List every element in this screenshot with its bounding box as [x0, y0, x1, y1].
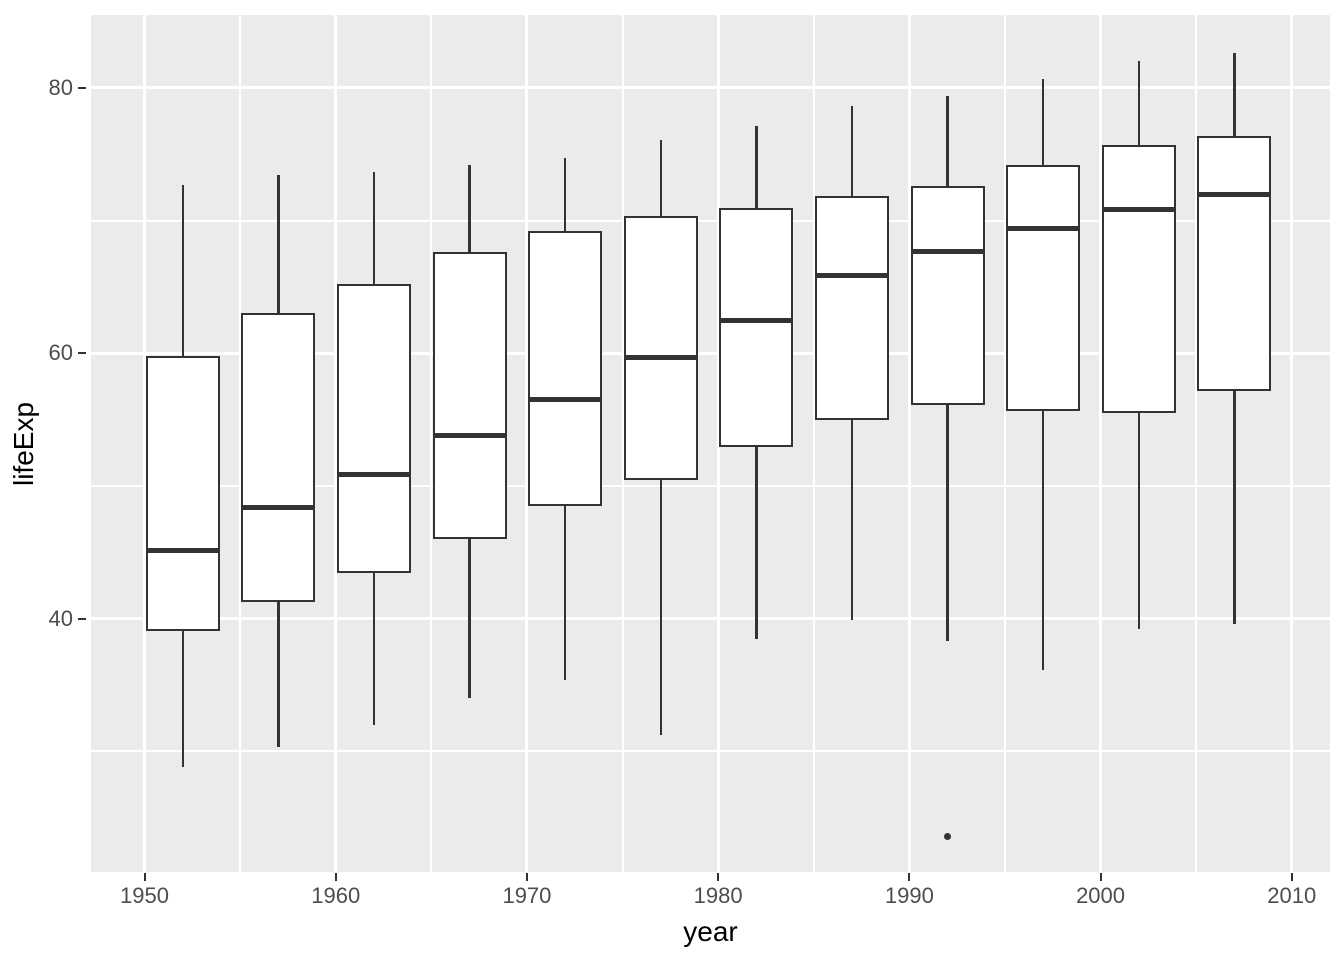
x-gridline-minor — [1195, 15, 1198, 872]
y-gridline-major — [91, 86, 1330, 90]
y-gridline-minor — [91, 219, 1330, 222]
x-gridline-major — [907, 15, 911, 872]
whisker-lower-1962 — [372, 572, 376, 725]
x-gridline-minor — [812, 15, 815, 872]
whisker-upper-1962 — [372, 171, 376, 284]
whisker-lower-1987 — [850, 420, 854, 620]
box-2007 — [1197, 135, 1272, 391]
whisker-upper-1977 — [659, 139, 663, 216]
x-tick-label: 2010 — [1267, 883, 1317, 908]
x-gridline-major — [716, 15, 720, 872]
box-1997 — [1006, 165, 1081, 412]
whisker-lower-2002 — [1137, 412, 1141, 630]
whisker-lower-1977 — [659, 479, 663, 736]
whisker-upper-1972 — [563, 158, 567, 231]
y-gridline-major — [91, 351, 1330, 355]
box-2002 — [1101, 145, 1176, 413]
y-tick-mark — [78, 617, 86, 620]
x-tick-label: 1960 — [311, 883, 361, 908]
median-line-2002 — [1101, 207, 1176, 213]
whisker-upper-1987 — [850, 105, 854, 196]
x-gridline-minor — [239, 15, 242, 872]
median-line-1952 — [145, 547, 220, 553]
x-tick-mark — [717, 873, 720, 881]
x-tick-label: 1980 — [693, 883, 743, 908]
box-1982 — [719, 208, 794, 447]
median-line-1997 — [1006, 226, 1081, 232]
median-line-1972 — [528, 396, 603, 402]
whisker-lower-1972 — [563, 505, 567, 680]
x-gridline-major — [1099, 15, 1103, 872]
x-gridline-minor — [1003, 15, 1006, 872]
whisker-lower-2007 — [1233, 390, 1236, 624]
x-tick-mark — [908, 873, 911, 881]
x-tick-label: 1970 — [502, 883, 552, 908]
x-tick-label: 1990 — [884, 883, 934, 908]
whisker-upper-2007 — [1233, 53, 1236, 136]
y-tick-label: 60 — [48, 340, 73, 366]
box-1977 — [623, 215, 698, 480]
median-line-1982 — [719, 318, 794, 324]
y-gridline-minor — [91, 484, 1330, 487]
median-line-1957 — [241, 505, 316, 511]
box-1992 — [910, 186, 985, 405]
x-tick-mark — [1290, 873, 1293, 881]
x-tick-mark — [143, 873, 146, 881]
box-1962 — [336, 283, 411, 573]
y-axis-title: lifeExp — [8, 401, 39, 486]
whisker-upper-2002 — [1137, 61, 1141, 145]
y-gridline-minor — [91, 750, 1330, 753]
x-gridline-major — [334, 15, 338, 872]
x-gridline-major — [1290, 15, 1294, 872]
x-tick-label: 2000 — [1076, 883, 1126, 908]
median-line-1977 — [623, 355, 698, 361]
whisker-upper-1992 — [946, 96, 949, 187]
x-gridline-minor — [621, 15, 624, 872]
box-1972 — [528, 230, 603, 506]
whisker-upper-1997 — [1041, 78, 1045, 166]
y-gridline-major — [91, 617, 1330, 621]
median-line-1992 — [910, 248, 985, 254]
x-gridline-major — [143, 15, 147, 872]
whisker-lower-1952 — [181, 631, 185, 768]
box-1957 — [241, 313, 316, 603]
box-1952 — [145, 356, 220, 632]
x-gridline-major — [525, 15, 529, 872]
median-line-2007 — [1197, 192, 1272, 198]
median-line-1967 — [432, 432, 507, 438]
x-axis-title: year — [683, 916, 738, 947]
x-tick-mark — [525, 873, 528, 881]
x-tick-mark — [1099, 873, 1102, 881]
whisker-upper-1957 — [277, 174, 280, 314]
whisker-lower-1982 — [755, 446, 758, 640]
box-1987 — [814, 195, 889, 421]
whisker-lower-1967 — [468, 538, 471, 698]
whisker-lower-1957 — [277, 602, 280, 747]
median-line-1962 — [336, 471, 411, 477]
box-1967 — [432, 251, 507, 539]
whisker-upper-1982 — [755, 126, 758, 209]
y-tick-label: 80 — [48, 74, 73, 100]
x-tick-mark — [334, 873, 337, 881]
median-line-1987 — [814, 273, 889, 279]
y-tick-mark — [78, 352, 86, 355]
x-gridline-minor — [430, 15, 433, 872]
outlier-point-1992 — [944, 832, 952, 840]
whisker-upper-1952 — [181, 185, 185, 357]
x-tick-label: 1950 — [120, 883, 169, 908]
whisker-upper-1967 — [468, 165, 471, 252]
y-tick-mark — [78, 86, 86, 89]
whisker-lower-1992 — [946, 404, 949, 641]
whisker-lower-1997 — [1041, 411, 1045, 671]
y-tick-label: 40 — [48, 605, 73, 631]
